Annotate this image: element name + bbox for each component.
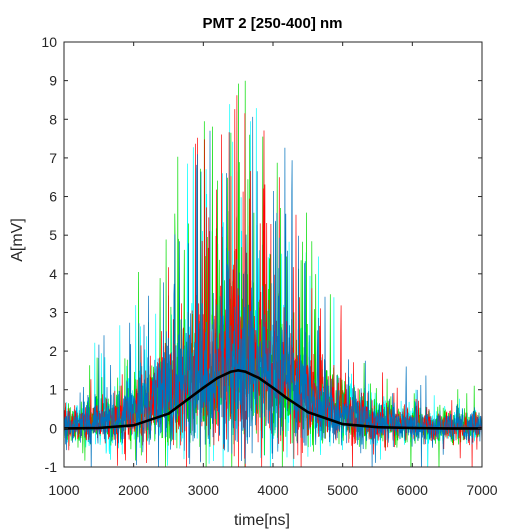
mean-curve-point <box>271 386 275 389</box>
y-tick-label: -1 <box>45 459 58 475</box>
y-tick-label: 3 <box>49 304 57 320</box>
x-tick-label: 1000 <box>48 482 79 498</box>
mean-curve-point <box>341 422 344 426</box>
noisy-trace-3 <box>64 116 482 467</box>
mean-curve-point <box>216 376 219 380</box>
x-axis-label: time[ns] <box>234 512 290 529</box>
mean-curve-point <box>306 410 309 414</box>
mean-curve-point <box>257 376 261 380</box>
mean-curve-point <box>285 397 289 400</box>
y-tick-label: 0 <box>49 420 57 436</box>
y-tick-label: 10 <box>41 34 57 50</box>
y-axis: -1 0 1 2 3 4 5 6 7 8 9 10 <box>41 34 482 475</box>
x-tick-label: 4000 <box>257 482 288 498</box>
mean-curve-point <box>167 412 170 415</box>
x-tick-label: 6000 <box>397 482 428 498</box>
chart-title: PMT 2 [250-400] nm <box>202 15 342 32</box>
mean-curve-point <box>230 370 233 373</box>
y-axis-label: A[mV] <box>9 218 26 262</box>
mean-curve-point <box>243 370 247 373</box>
x-tick-label: 7000 <box>466 482 497 498</box>
x-axis: 1000 2000 3000 4000 5000 6000 7000 <box>48 42 498 498</box>
y-tick-label: 4 <box>49 266 57 282</box>
mean-curve-point <box>376 426 379 429</box>
y-tick-label: 5 <box>49 227 57 243</box>
y-tick-label: 7 <box>49 150 57 166</box>
y-tick-label: 8 <box>49 111 57 127</box>
data-traces <box>64 80 482 467</box>
mean-curve-point <box>202 386 205 389</box>
mean-curve-point <box>188 397 191 400</box>
mean-curve-point <box>132 424 135 427</box>
y-tick-label: 6 <box>49 189 57 205</box>
mean-curve-point <box>97 426 101 430</box>
x-tick-label: 5000 <box>327 482 358 498</box>
x-tick-label: 2000 <box>118 482 149 498</box>
mean-curve-point <box>446 427 449 430</box>
y-tick-label: 2 <box>49 343 57 359</box>
y-tick-label: 9 <box>49 73 57 89</box>
x-tick-label: 3000 <box>188 482 219 498</box>
mean-curve-point <box>237 369 240 372</box>
mean-curve-point <box>411 426 414 430</box>
y-tick-label: 1 <box>49 382 57 398</box>
